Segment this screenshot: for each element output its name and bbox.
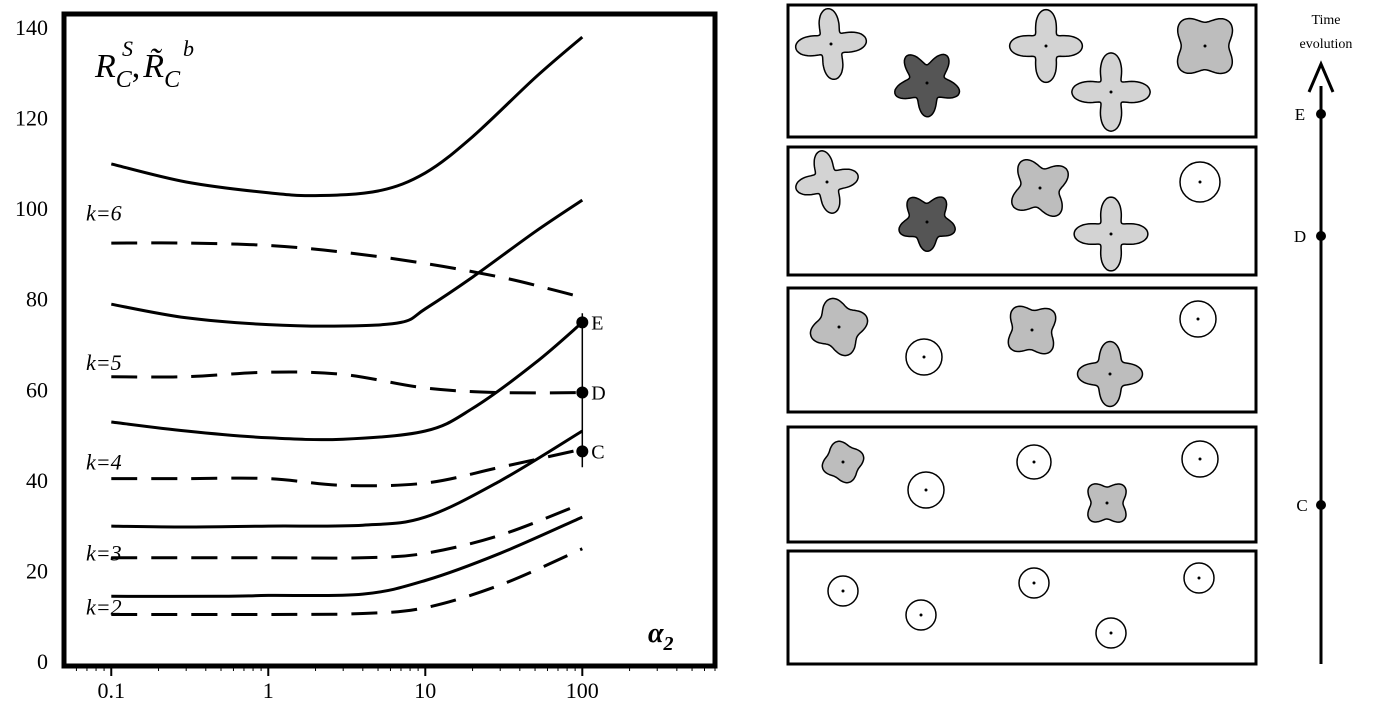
ylabel-b: R̃ [142,47,164,85]
plot-frame [61,11,718,669]
ylabel-b-sub: C [164,67,181,93]
shape-center-dot [1198,180,1202,184]
y-axis-label: RC,R̃C [94,47,181,93]
k-label: k=5 [86,350,122,375]
y-tick-label: 0 [37,649,48,674]
series-k5-solid [111,198,584,328]
stage-point-d [1316,231,1326,241]
crystal-shape [898,196,956,253]
k-label: k=3 [86,540,122,565]
shape-center-dot [1038,186,1042,190]
stage-label-c: C [1296,496,1307,515]
shape-center-dot [841,460,845,464]
shape-center-dot [1105,501,1109,505]
stage-point-e [1316,109,1326,119]
point-label-e: E [591,312,603,334]
shape-center-dot [1030,328,1034,332]
y-tick-label: 140 [15,15,48,40]
xlabel-main: α [648,618,664,649]
series-k2-dashed [111,547,583,617]
x-tick-label: 1 [263,678,274,703]
ylabel-a: R [94,48,116,85]
y-tick-label: 100 [15,196,48,221]
k-labels: k=6 k=5 k=4 k=3 k=2 [86,201,122,620]
shape-center-dot [1108,372,1112,376]
series-k6-dashed [111,241,583,299]
stage-label-e: E [1295,105,1305,124]
crystal-shape [894,53,961,118]
point-c [576,445,589,458]
ylabel-a-sup: S [122,36,133,61]
shape-center-dot [837,325,841,329]
shape-panel-4 [786,425,1258,544]
series-k3-dashed [111,502,583,560]
shape-center-dot [1109,232,1113,236]
series-k2-solid [111,515,583,598]
y-tick-label: 120 [15,106,48,131]
shape-panel-3 [786,286,1258,414]
shape-center-dot [925,81,929,85]
shape-center-dot [1197,576,1201,580]
point-d [576,386,589,399]
x-tick-label: 10 [414,678,436,703]
x-axis-label: α2 [648,618,674,655]
shape-center-dot [841,589,845,593]
shape-panel-5 [786,549,1258,666]
shape-center-dot [1109,631,1113,635]
stage-point-c [1316,500,1326,510]
shape-center-dot [1198,457,1202,461]
shape-center-dot [924,488,928,492]
series-k6-solid [110,35,584,198]
y-tick-label: 60 [26,377,48,402]
y-axis-ticks: 0 20 40 60 80 100 120 140 [15,15,48,674]
point-label-d: D [591,383,605,405]
series-k3-solid [111,429,584,529]
point-label-c: C [591,441,604,463]
shape-center-dot [1203,44,1207,48]
time-label-line2: evolution [1300,37,1353,52]
stage-label-d: D [1294,227,1306,246]
shape-center-dot [1044,44,1048,48]
shape-center-dot [1196,317,1200,321]
ylabel-sep: , [132,48,141,85]
shape-panel-1 [786,3,1258,139]
x-axis-ticks: 0.1 1 10 100 [75,666,716,703]
shape-panels [786,3,1258,666]
shape-center-dot [1109,90,1113,94]
y-tick-label: 80 [26,287,48,312]
shape-center-dot [1032,581,1036,585]
y-tick-label: 20 [26,558,48,583]
x-tick-label: 0.1 [98,678,126,703]
ylabel-a-sub: C [116,67,133,93]
ylabel-b-sup: b [183,36,194,61]
time-arrow-icon [1307,60,1335,93]
time-axis: Time evolution E D C [1294,13,1353,664]
shape-panel-2 [786,145,1258,277]
series-k4-dashed [111,447,583,488]
shape-center-dot [825,180,829,184]
points-layer: E D C [576,312,606,463]
shape-center-dot [925,220,929,224]
x-tick-label: 100 [566,678,599,703]
shape-center-dot [1032,460,1036,464]
shape-center-dot [829,42,833,46]
k-label: k=2 [86,595,122,620]
series-layer [110,35,584,617]
shape-center-dot [922,355,926,359]
k-label: k=6 [86,201,122,226]
k-label: k=4 [86,450,122,475]
xlabel-sub: 2 [663,633,674,655]
y-tick-label: 40 [26,468,48,493]
series-k4-solid [111,321,584,442]
time-label-line1: Time [1311,13,1340,28]
point-e [576,316,589,329]
shape-center-dot [919,613,923,617]
